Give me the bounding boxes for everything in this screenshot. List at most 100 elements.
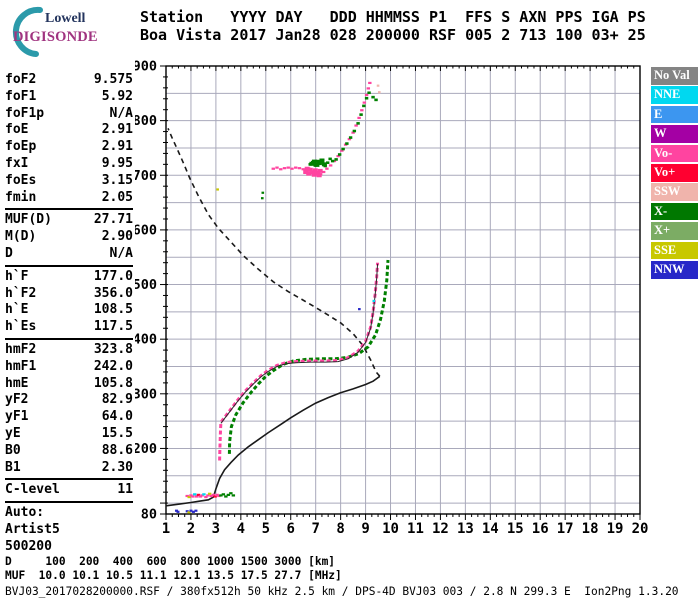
svg-text:17: 17	[557, 521, 574, 537]
param-value: 64.0	[101, 409, 133, 425]
param-row-yF1: yF1 64.0	[5, 409, 133, 426]
param-row-B1: B1 2.30	[5, 460, 133, 477]
param-row-yE: yE 15.5	[5, 426, 133, 443]
svg-text:5: 5	[262, 521, 270, 537]
echo-color-legend: No Val NNE E W Vo- Vo+ SSW X- X+ SSE NNW	[651, 67, 698, 280]
svg-text:4: 4	[237, 521, 245, 537]
legend-item-vo-: Vo-	[651, 144, 698, 163]
logo-arc-icon	[12, 6, 43, 57]
param-value: 9.95	[101, 155, 133, 171]
param-value: 15.5	[101, 425, 133, 441]
param-value: 356.0	[93, 285, 133, 301]
param-label: foE	[5, 122, 29, 138]
param-row-foE: foE 2.91	[5, 122, 133, 139]
param-label: yF2	[5, 392, 29, 408]
legend-item-vo+: Vo+	[651, 163, 698, 182]
param-label: foF2	[5, 72, 37, 87]
param-label: hmF2	[5, 341, 37, 357]
legend-item-x+: X+	[651, 222, 698, 240]
param-label: h`Es	[5, 319, 37, 335]
svg-text:400: 400	[135, 332, 157, 348]
param-value: 82.9	[101, 392, 133, 408]
autoscaling-line: Artist5	[5, 521, 60, 537]
param-label: yF1	[5, 409, 29, 425]
param-value: 108.5	[93, 302, 133, 318]
param-label: foF1	[5, 88, 37, 104]
param-value: 2.91	[101, 122, 133, 138]
param-label: foEs	[5, 172, 37, 188]
param-row-foF1: foF1 5.92	[5, 89, 133, 106]
svg-text:18: 18	[582, 521, 599, 537]
param-group-2: h`F 177.0 h`F2 356.0 h`E 108.5 h`Es 117.5	[5, 269, 133, 340]
distance-row: D 100 200 400 600 800 1000 1500 3000 [km…	[5, 555, 336, 568]
param-row-h`F2: h`F2 356.0	[5, 286, 133, 303]
status-line: BVJ03_2017028200000.RSF / 380fx512h 50 k…	[5, 585, 679, 598]
svg-text:7: 7	[311, 521, 319, 537]
param-row-hmF1: hmF1 242.0	[5, 359, 133, 376]
param-row-fmin: fmin 2.05	[5, 190, 133, 207]
param-row-foF1p: foF1p N/A	[5, 106, 133, 123]
param-value: 9.575	[93, 72, 133, 87]
param-group-1: MUF(D) 27.71 M(D) 2.90 D N/A	[5, 212, 133, 267]
param-label: h`F2	[5, 285, 37, 301]
svg-text:200: 200	[135, 441, 157, 457]
param-label: h`E	[5, 302, 29, 318]
param-row-yF2: yF2 82.9	[5, 392, 133, 409]
svg-text:19: 19	[607, 521, 624, 537]
svg-text:11: 11	[407, 521, 424, 537]
legend-item-nne: NNE	[651, 86, 698, 104]
param-label: fmin	[5, 189, 37, 205]
param-label: hmE	[5, 375, 29, 391]
autoscaling-info: Auto: Artist5 500200	[5, 505, 133, 555]
param-row-fxI: fxI 9.95	[5, 156, 133, 173]
scaled-parameters-panel: foF2 9.575 foF1 5.92 foF1p N/A foE 2.91 foEp 2.91…	[5, 72, 133, 556]
svg-text:300: 300	[135, 386, 157, 402]
param-value: 323.8	[93, 341, 133, 357]
svg-text:16: 16	[532, 521, 549, 537]
param-value: 2.90	[101, 229, 133, 245]
svg-text:13: 13	[457, 521, 474, 537]
param-row-foEp: foEp 2.91	[5, 139, 133, 156]
param-label: D	[5, 245, 13, 261]
svg-text:14: 14	[482, 521, 499, 537]
svg-text:80: 80	[141, 507, 157, 523]
param-label: MUF(D)	[5, 212, 52, 228]
svg-text:9: 9	[361, 521, 369, 537]
logo-digisonde-text: DIGISONDE	[13, 29, 98, 45]
param-row-C-level: C-level 11	[5, 482, 133, 499]
param-value: 27.71	[93, 212, 133, 228]
param-label: foEp	[5, 139, 37, 155]
autoscaling-line: Auto:	[5, 505, 45, 521]
param-value: 5.92	[101, 88, 133, 104]
legend-item-no-val: No Val	[651, 67, 698, 85]
param-group-3: hmF2 323.8 hmF1 242.0 hmE 105.8 yF2 82.9 yF1 64.0…	[5, 341, 133, 481]
muf-row: MUF 10.0 10.1 10.5 11.1 12.1 13.5 17.5 2…	[5, 569, 342, 582]
svg-text:6: 6	[287, 521, 295, 537]
param-row-MUF(D): MUF(D) 27.71	[5, 212, 133, 229]
param-value: 117.5	[93, 319, 133, 335]
legend-item-e: E	[651, 105, 698, 124]
legend-item-nnw: NNW	[651, 260, 698, 279]
muf-table: D 100 200 400 600 800 1000 1500 3000 [km…	[5, 555, 342, 583]
param-row-M(D): M(D) 2.90	[5, 229, 133, 246]
param-row-foF2: foF2 9.575	[5, 72, 133, 89]
svg-text:700: 700	[135, 168, 157, 184]
param-value: 242.0	[93, 358, 133, 374]
param-label: h`F	[5, 268, 29, 284]
param-label: hmF1	[5, 358, 37, 374]
svg-text:12: 12	[432, 521, 449, 537]
param-value: 105.8	[93, 375, 133, 391]
logo-lowell-text: Lowell	[45, 11, 86, 26]
svg-text:2: 2	[187, 521, 195, 537]
legend-item-sse: SSE	[651, 241, 698, 260]
svg-text:900: 900	[135, 59, 157, 75]
svg-text:600: 600	[135, 222, 157, 238]
header-columns-line: Station YYYY DAY DDD HHMMSS P1 FFS S AXN…	[140, 8, 646, 26]
svg-text:3: 3	[212, 521, 220, 537]
legend-item-w: W	[651, 125, 698, 143]
svg-text:500: 500	[135, 277, 157, 293]
param-row-foEs: foEs 3.15	[5, 173, 133, 190]
param-group-4: C-level 11	[5, 482, 133, 504]
